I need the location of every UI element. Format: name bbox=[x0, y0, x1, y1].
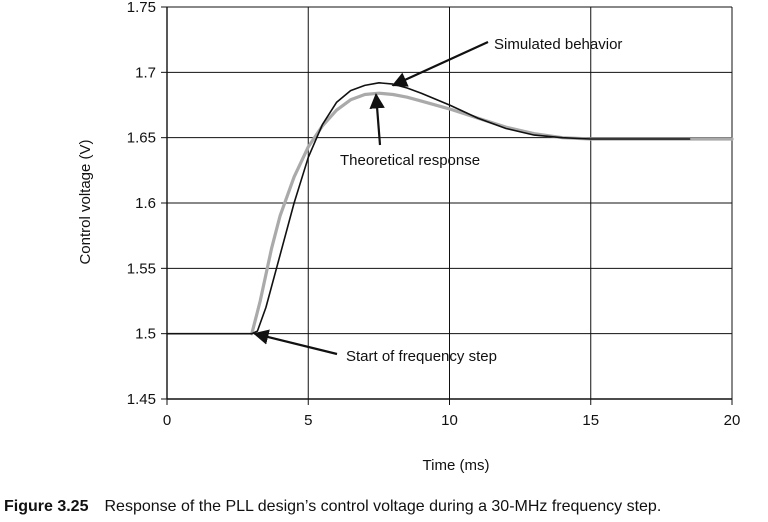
series-line-simulated bbox=[166, 82, 691, 335]
x-tick-label: 5 bbox=[304, 412, 312, 429]
annotation-arrow bbox=[391, 40, 489, 87]
y-tick-label: 1.65 bbox=[127, 130, 156, 147]
annotation-label: Start of frequency step bbox=[346, 348, 497, 365]
caption-number: Figure 3.25 bbox=[4, 498, 89, 515]
y-axis-title: Control voltage (V) bbox=[77, 139, 94, 264]
tick-labels: 1.45 1.5 1.55 1.6 1.65 1.7 1.75 0 5 10 15 20 bbox=[127, 0, 741, 429]
grid bbox=[167, 6, 733, 399]
y-tick-label: 1.6 bbox=[135, 195, 156, 212]
x-tick-label: 10 bbox=[441, 412, 458, 429]
figure-caption: Figure 3.25 Response of the PLL design’s … bbox=[4, 498, 768, 516]
y-tick-label: 1.5 bbox=[135, 326, 156, 343]
y-tick-label: 1.55 bbox=[127, 260, 156, 277]
x-axis-title: Time (ms) bbox=[423, 457, 490, 474]
annotation-arrow bbox=[253, 329, 338, 356]
annotation-label: Simulated behavior bbox=[494, 36, 622, 53]
annotations: Simulated behavior Theoretical response St… bbox=[253, 36, 622, 365]
axes bbox=[161, 6, 733, 405]
x-tick-label: 20 bbox=[724, 412, 741, 429]
x-tick-label: 0 bbox=[163, 412, 171, 429]
series-group bbox=[166, 82, 734, 336]
x-tick-label: 15 bbox=[582, 412, 599, 429]
annotation-label: Theoretical response bbox=[340, 152, 480, 169]
y-tick-label: 1.75 bbox=[127, 0, 156, 16]
annotation-arrow bbox=[369, 93, 385, 146]
chart: 1.45 1.5 1.55 1.6 1.65 1.7 1.75 0 5 10 15 20 Contro… bbox=[77, 0, 741, 474]
y-tick-label: 1.7 bbox=[135, 64, 156, 81]
series-line-theoretical bbox=[250, 91, 734, 336]
caption-text: Response of the PLL design’s control vol… bbox=[104, 498, 662, 515]
y-tick-label: 1.45 bbox=[127, 391, 156, 408]
